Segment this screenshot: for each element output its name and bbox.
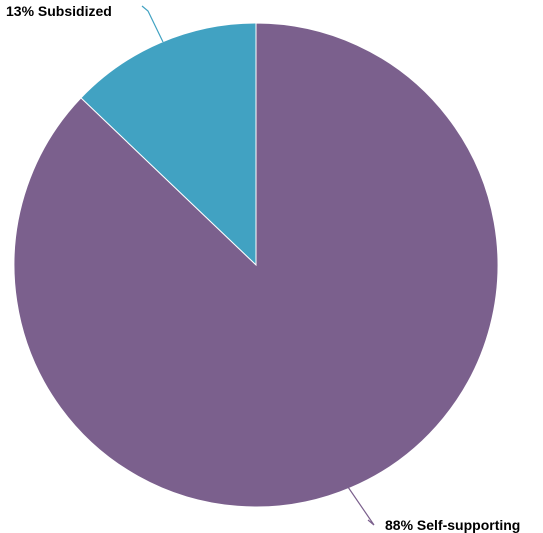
leader-lines [141,5,375,526]
slice-label-self-supporting: 88% Self-supporting [385,517,520,533]
leader-line-subsidized [141,5,164,43]
pie-slice-subsidized [80,22,257,267]
pie-slice-self-supporting [13,22,499,508]
leader-line-self-supporting [347,486,375,526]
pie-slices [13,22,499,508]
slice-label-subsidized: 13% Subsidized [6,3,112,19]
